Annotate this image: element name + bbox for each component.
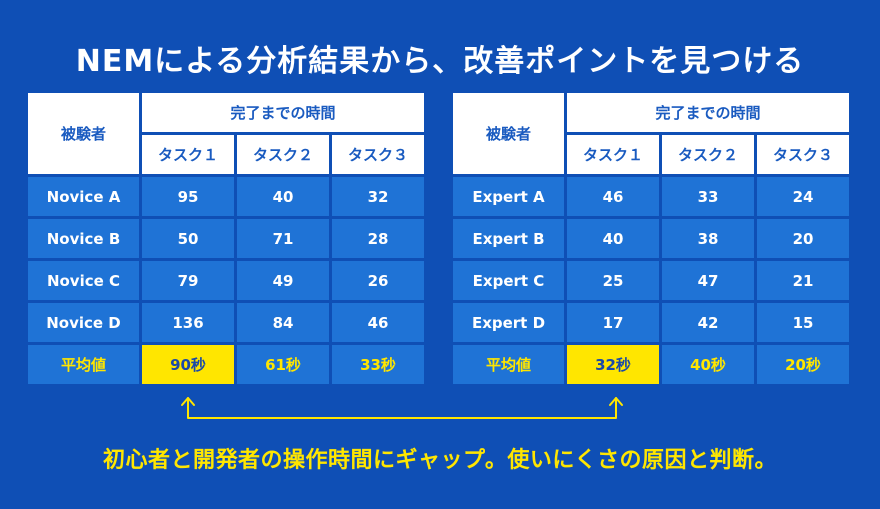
time-cell: 21 [757,261,849,300]
time-cell: 32 [332,177,424,216]
subject-name: Novice C [28,261,139,300]
average-task-1-highlight: 90秒 [142,345,234,384]
time-cell: 50 [142,219,234,258]
completion-time-header: 完了までの時間 [142,93,424,132]
average-row: 平均値 90秒 61秒 33秒 [28,345,424,384]
time-cell: 40 [567,219,659,258]
time-cell: 46 [567,177,659,216]
time-cell: 15 [757,303,849,342]
time-cell: 84 [237,303,329,342]
conclusion-caption: 初心者と開発者の操作時間にギャップ。使いにくさの原因と判断。 [103,448,777,473]
average-label: 平均値 [28,345,139,384]
subject-header: 被験者 [28,93,139,174]
subject-name: Expert D [453,303,564,342]
task-2-header: タスク２ [662,135,754,174]
task-2-header: タスク２ [237,135,329,174]
completion-time-header: 完了までの時間 [567,93,849,132]
time-cell: 95 [142,177,234,216]
table-row: Expert C 25 47 21 [453,261,849,300]
task-3-header: タスク３ [757,135,849,174]
expert-time-table: 被験者 完了までの時間 タスク１ タスク２ タスク３ Expert A 46 3… [450,90,852,387]
subject-header: 被験者 [453,93,564,174]
time-cell: 71 [237,219,329,258]
time-cell: 28 [332,219,424,258]
time-cell: 136 [142,303,234,342]
table-row: Novice C 79 49 26 [28,261,424,300]
average-task-2: 40秒 [662,345,754,384]
average-task-1-highlight: 32秒 [567,345,659,384]
novice-time-table: 被験者 完了までの時間 タスク１ タスク２ タスク３ Novice A 95 4… [25,90,427,387]
time-cell: 17 [567,303,659,342]
time-cell: 33 [662,177,754,216]
time-cell: 46 [332,303,424,342]
average-task-3: 33秒 [332,345,424,384]
time-cell: 47 [662,261,754,300]
subject-name: Novice B [28,219,139,258]
task-1-header: タスク１ [567,135,659,174]
subject-name: Expert A [453,177,564,216]
average-row: 平均値 32秒 40秒 20秒 [453,345,849,384]
subject-name: Novice D [28,303,139,342]
time-cell: 38 [662,219,754,258]
time-cell: 24 [757,177,849,216]
page-title: NEMによる分析結果から、改善ポイントを見つける [75,44,805,79]
average-task-2: 61秒 [237,345,329,384]
average-label: 平均値 [453,345,564,384]
table-row: Novice B 50 71 28 [28,219,424,258]
time-cell: 26 [332,261,424,300]
time-cell: 25 [567,261,659,300]
task-3-header: タスク３ [332,135,424,174]
time-cell: 49 [237,261,329,300]
subject-name: Expert B [453,219,564,258]
average-task-3: 20秒 [757,345,849,384]
time-cell: 79 [142,261,234,300]
time-cell: 40 [237,177,329,216]
time-cell: 42 [662,303,754,342]
table-row: Expert D 17 42 15 [453,303,849,342]
task-1-header: タスク１ [142,135,234,174]
time-cell: 20 [757,219,849,258]
subject-name: Novice A [28,177,139,216]
table-row: Novice D 136 84 46 [28,303,424,342]
table-row: Novice A 95 40 32 [28,177,424,216]
table-row: Expert B 40 38 20 [453,219,849,258]
table-row: Expert A 46 33 24 [453,177,849,216]
subject-name: Expert C [453,261,564,300]
